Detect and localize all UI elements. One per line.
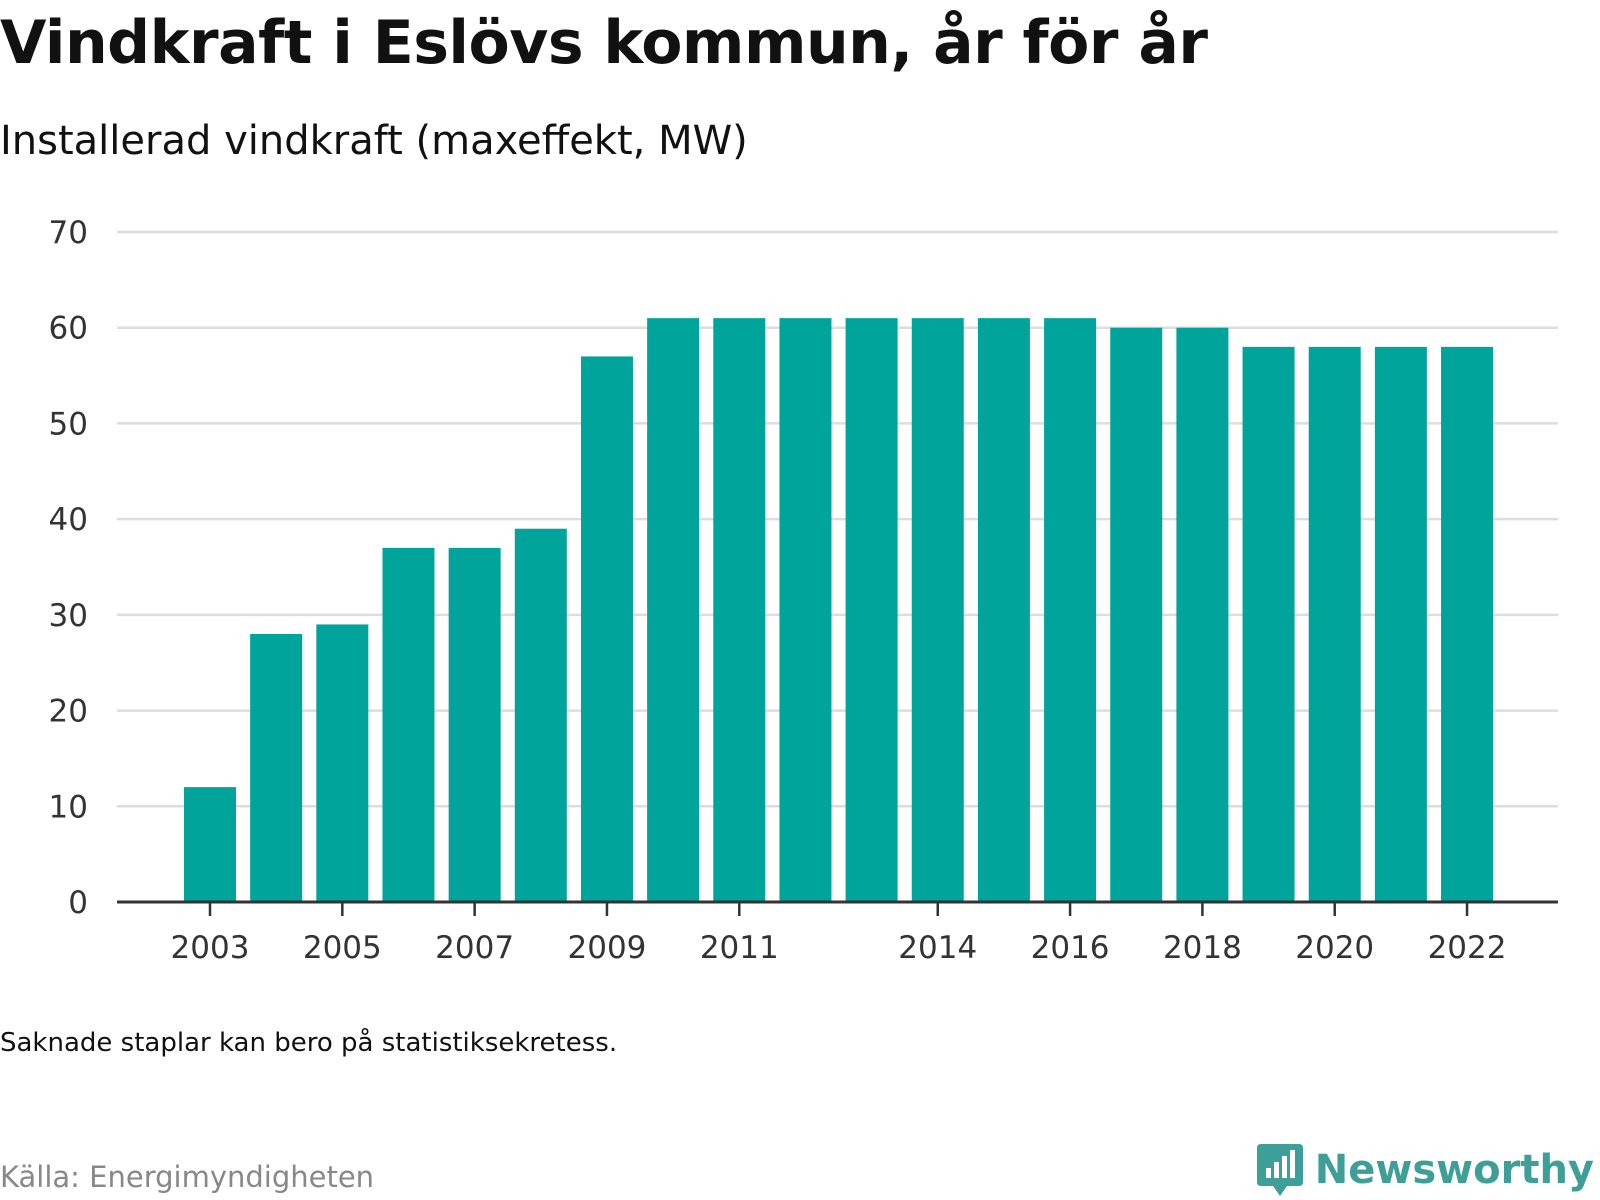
x-tick-label: 2020 [1295, 930, 1374, 966]
bar-2004 [250, 634, 303, 902]
y-tick-label: 40 [49, 502, 88, 538]
y-tick-label: 70 [49, 215, 88, 251]
bar-2010 [647, 318, 700, 903]
bar-2007 [448, 547, 501, 902]
bar-2009 [580, 356, 633, 902]
x-axis: 2003 2005 2007 2009 2011 2014 2016 2018 2020 2022 [117, 900, 1558, 966]
y-axis-labels: 0 10 20 30 40 50 60 70 [49, 215, 88, 921]
x-tick-label: 2003 [171, 930, 250, 966]
bar-2005 [316, 624, 369, 902]
bar-2011 [713, 318, 766, 903]
x-tick-label: 2016 [1031, 930, 1110, 966]
bar-2021 [1374, 346, 1427, 902]
y-tick-label: 30 [49, 598, 88, 634]
bar-2022 [1441, 346, 1494, 902]
x-tick-label: 2009 [568, 930, 647, 966]
x-tick-label: 2011 [700, 930, 779, 966]
x-tick-label: 2022 [1428, 930, 1507, 966]
bar-2018 [1176, 327, 1229, 902]
bar-2015 [977, 318, 1030, 903]
bar-2013 [845, 318, 898, 903]
x-tick-label: 2018 [1163, 930, 1242, 966]
y-tick-label: 10 [49, 789, 88, 825]
x-tick-label: 2014 [898, 930, 977, 966]
bars [184, 318, 1494, 903]
bar-2012 [779, 318, 832, 903]
bar-chart-speech-bubble-icon [1256, 1144, 1303, 1196]
y-tick-label: 0 [68, 885, 88, 921]
bar-2006 [382, 547, 435, 902]
bar-2014 [911, 318, 964, 903]
y-tick-label: 50 [49, 406, 88, 442]
y-tick-label: 60 [49, 311, 88, 347]
source-text: Källa: Energimyndigheten [0, 1160, 375, 1194]
chart-subtitle: Installerad vindkraft (maxeffekt, MW) [0, 118, 748, 164]
footnote: Saknade staplar kan bero på statistiksek… [0, 1028, 618, 1058]
brand-name: Newsworthy [1314, 1147, 1594, 1193]
bar-2020 [1308, 346, 1361, 902]
chart-title: Vindkraft i Eslövs kommun, år för år [0, 8, 1208, 78]
bar-2016 [1044, 318, 1097, 903]
bar-2008 [514, 528, 567, 902]
brand-logo: Newsworthy [1255, 1142, 1594, 1198]
bar-2019 [1242, 346, 1295, 902]
y-tick-label: 20 [49, 694, 88, 730]
x-tick-label: 2007 [435, 930, 514, 966]
x-tick-label: 2005 [303, 930, 382, 966]
bar-2003 [184, 787, 236, 902]
bar-2017 [1110, 327, 1163, 902]
bar-chart: 0 10 20 30 40 50 60 70 2003 2005 2007 2009 2011 2014… [49, 215, 1558, 966]
